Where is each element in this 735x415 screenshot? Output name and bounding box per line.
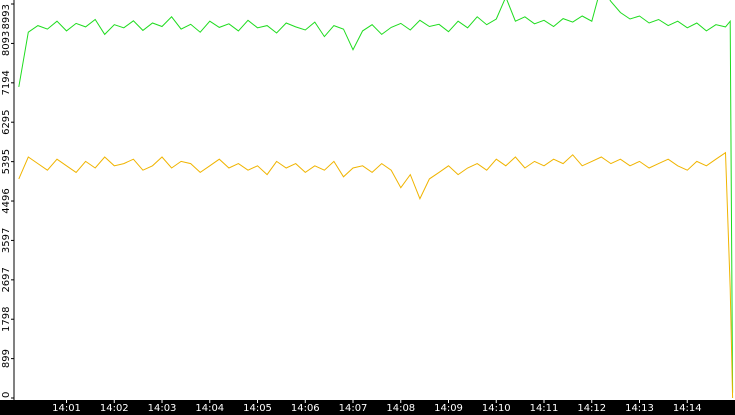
x-axis-band xyxy=(0,400,735,415)
y-tick-label: 2697 xyxy=(1,267,12,292)
line-series xyxy=(18,151,734,399)
x-tick-label: 14:08 xyxy=(386,403,415,414)
x-tick-label: 14:03 xyxy=(148,403,177,414)
x-tick-label: 14:09 xyxy=(434,403,463,414)
x-tick-label: 14:07 xyxy=(339,403,368,414)
x-tick-label: 14:05 xyxy=(243,403,272,414)
y-tick-label: 1798 xyxy=(1,306,12,331)
y-tick-label: 899 xyxy=(1,349,12,368)
y-tick-label: 0 xyxy=(1,392,12,398)
line-series xyxy=(18,0,734,393)
x-tick-label: 14:14 xyxy=(673,403,702,414)
x-tick-label: 14:01 xyxy=(52,403,81,414)
x-tick-label: 14:10 xyxy=(482,403,511,414)
x-tick-label: 14:12 xyxy=(577,403,606,414)
y-tick-label: 7194 xyxy=(1,70,12,95)
x-tick-label: 14:02 xyxy=(100,403,129,414)
y-tick-label: 8093 xyxy=(1,31,12,56)
x-tick-label: 14:11 xyxy=(530,403,559,414)
y-tick-label: 8993 xyxy=(1,4,12,29)
x-tick-label: 14:06 xyxy=(291,403,320,414)
y-tick-label: 6295 xyxy=(1,109,12,134)
x-tick-label: 14:04 xyxy=(195,403,224,414)
y-tick-label: 4496 xyxy=(1,188,12,213)
y-tick-label: 3597 xyxy=(1,228,12,253)
y-tick-label: 5395 xyxy=(1,149,12,174)
x-tick-label: 14:13 xyxy=(625,403,654,414)
